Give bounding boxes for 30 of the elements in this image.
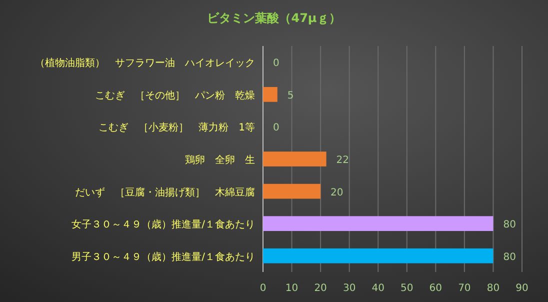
x-tick-label: 50 — [400, 283, 414, 294]
y-tick-label: こむぎ ［小麦粉］ 薄力粉 1等 — [98, 122, 255, 134]
bar — [263, 87, 278, 102]
data-label: 20 — [330, 187, 344, 198]
data-label: 5 — [287, 90, 294, 102]
x-tick-label: 70 — [458, 283, 471, 294]
y-tick-label: 女子３０～４９（歳）推進量/１食あたり — [72, 218, 255, 231]
y-tick-label: 男子３０～４９（歳）推進量/１食あたり — [72, 250, 255, 263]
y-tick-label: こむぎ ［その他］ パン粉 乾燥 — [95, 89, 255, 102]
data-label: 80 — [503, 220, 516, 231]
x-tick-label: 60 — [429, 283, 442, 294]
data-label: 80 — [503, 252, 516, 263]
y-tick-label: だいず ［豆腐・油揚げ類］ 木綿豆腐 — [75, 186, 255, 198]
chart-title: ビタミン葉酸（47μｇ） — [207, 11, 341, 25]
bar — [263, 152, 326, 166]
x-tick-label: 30 — [342, 283, 356, 294]
x-tick-label: 90 — [516, 283, 528, 294]
x-tick-label: 80 — [486, 283, 500, 294]
y-tick-label: 鶏卵 全卵 生 — [185, 154, 255, 166]
bar — [263, 216, 494, 231]
x-tick-label: 40 — [372, 283, 384, 294]
x-tick-label: 0 — [260, 283, 266, 294]
bar — [263, 184, 321, 199]
data-label: 22 — [336, 155, 350, 166]
bar — [263, 248, 494, 264]
x-tick-label: 10 — [285, 283, 298, 294]
x-tick-label: 20 — [314, 283, 327, 294]
data-label: 0 — [273, 122, 280, 134]
y-tick-label: （植物油脂類） サフラワー油 ハイオレイック — [35, 57, 255, 70]
data-label: 0 — [273, 58, 280, 70]
